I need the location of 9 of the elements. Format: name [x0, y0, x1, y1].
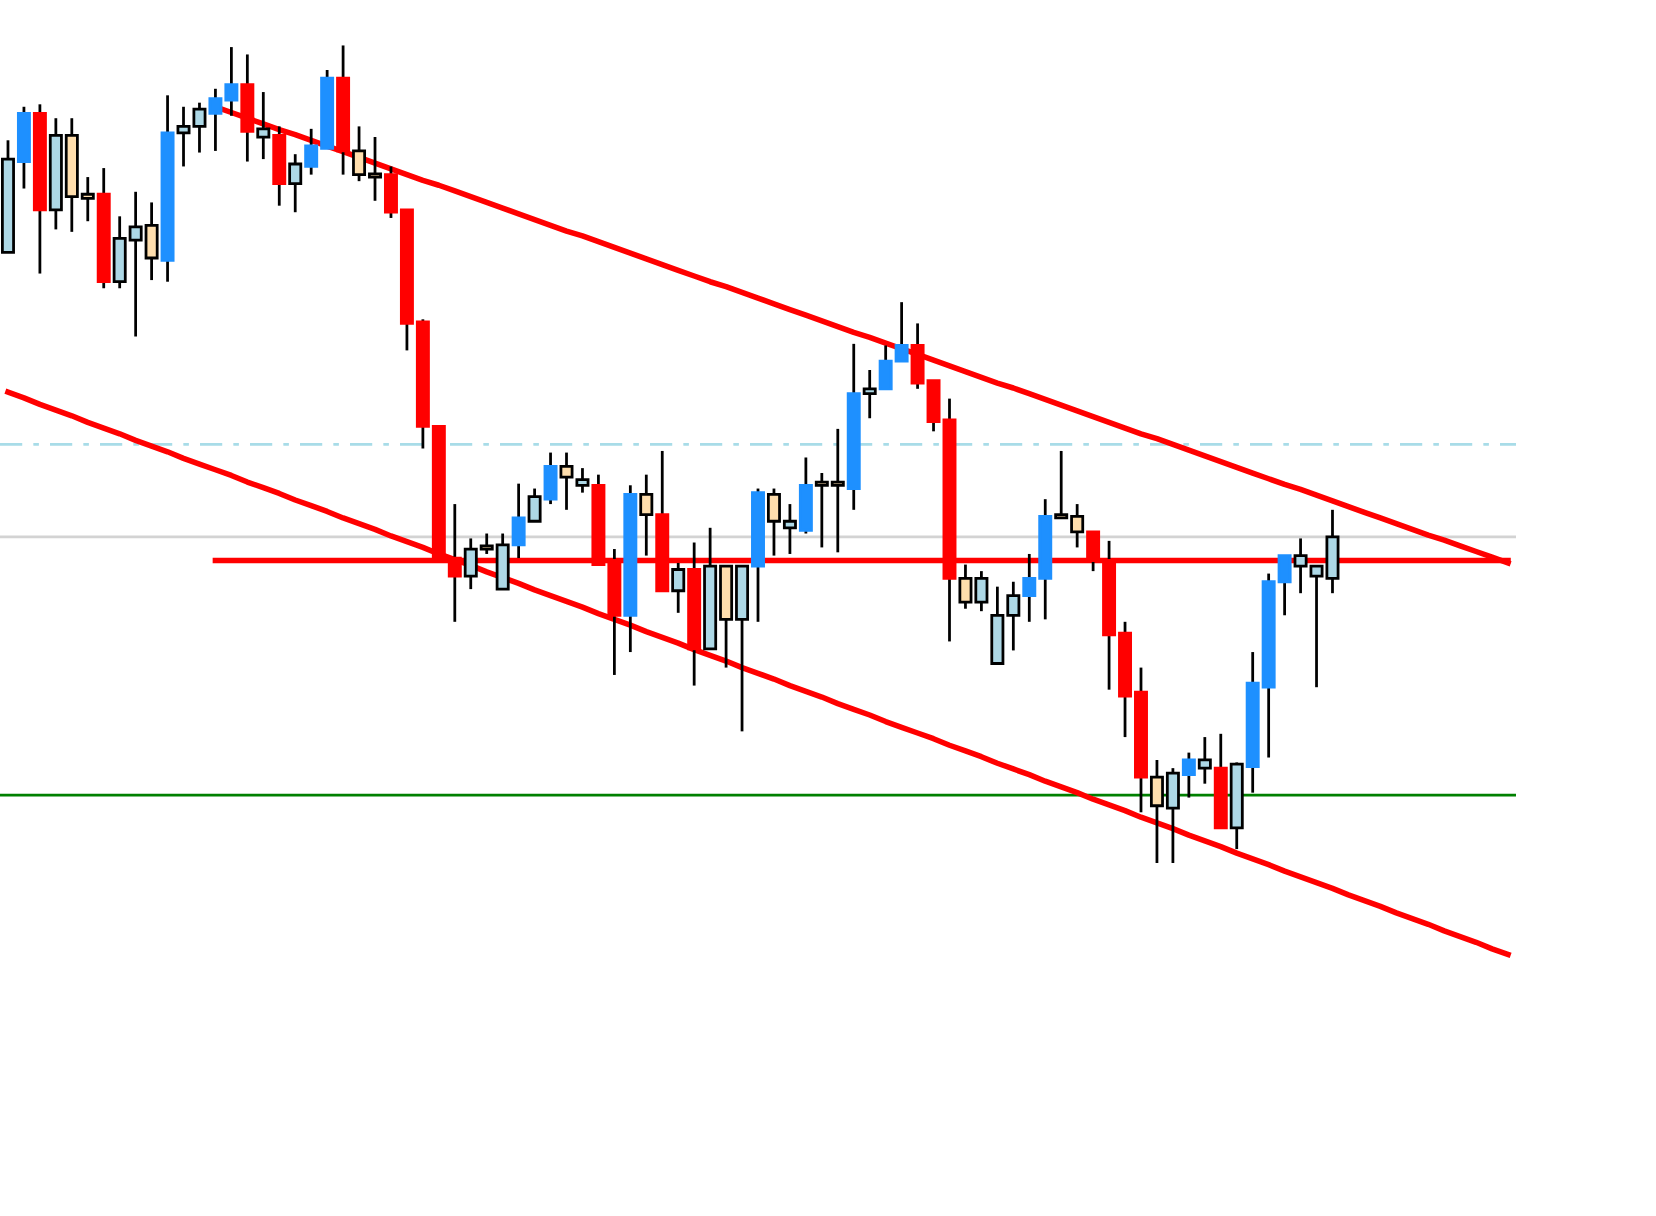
candlestick: [1197, 735, 1212, 786]
candlestick: [559, 451, 574, 512]
candlestick: [862, 368, 877, 420]
candlestick: [671, 561, 686, 615]
candlestick: [288, 152, 303, 214]
candlestick: [639, 473, 654, 557]
candlestick: [527, 487, 542, 523]
candlestick: [256, 90, 271, 161]
candlestick: [575, 466, 590, 495]
